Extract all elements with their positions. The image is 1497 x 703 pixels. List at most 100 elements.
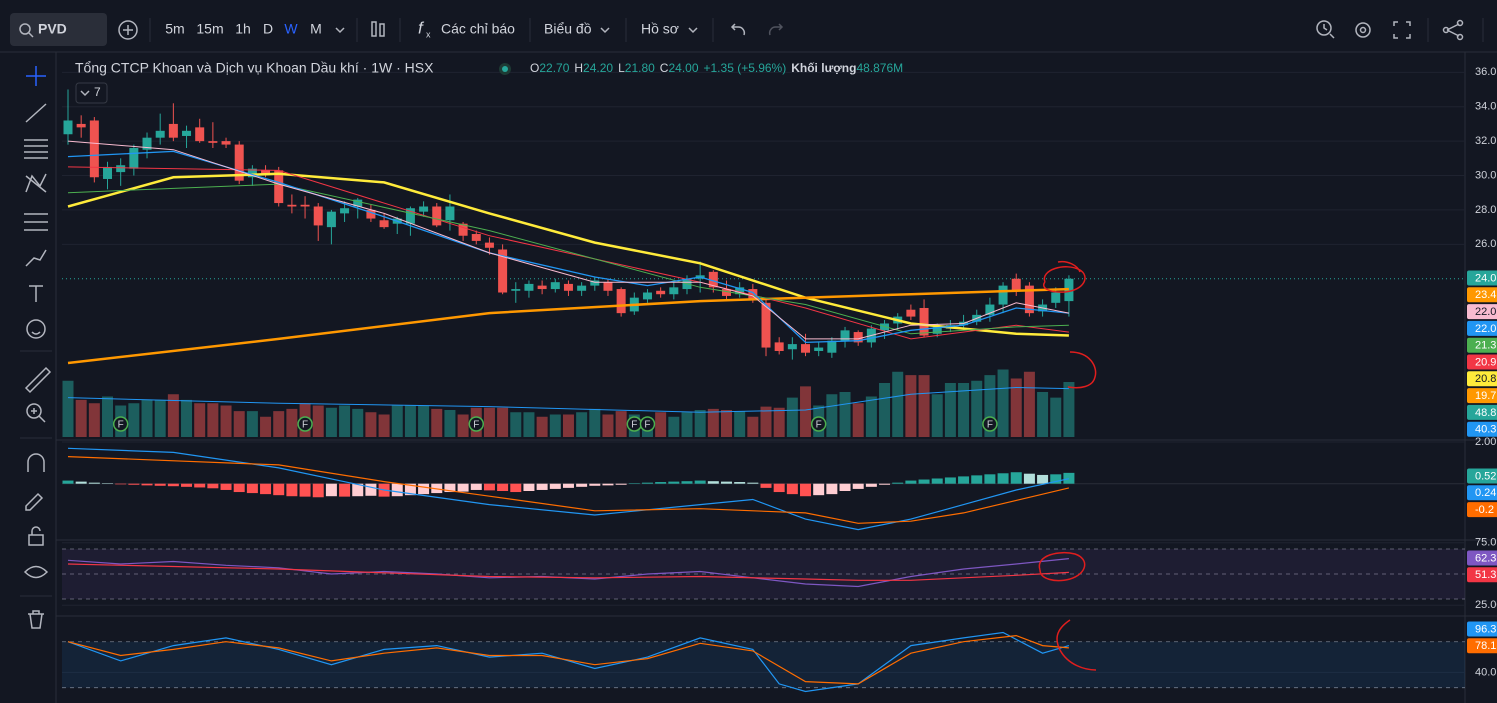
indicators-icon: x [426, 29, 431, 39]
lock-tool[interactable] [28, 534, 44, 546]
share-icon [1456, 33, 1464, 41]
volume-bar [312, 405, 324, 437]
hide-tool[interactable] [23, 565, 49, 579]
histogram-bar [602, 483, 614, 486]
text-tool[interactable] [29, 285, 43, 302]
price-badge-label: -0.2 [1475, 504, 1494, 516]
trendline-tool[interactable] [25, 103, 47, 123]
interval-button[interactable]: M [310, 21, 322, 37]
event-label: F [987, 420, 993, 431]
candle-body [458, 223, 468, 236]
volume-bar [246, 411, 258, 437]
histogram-bar [852, 483, 864, 489]
indicator-toggle[interactable] [75, 82, 108, 104]
volume-bar [102, 396, 114, 437]
volume-bar [391, 405, 403, 437]
candle-body [722, 289, 731, 296]
price-badge-label: 23.4 [1475, 289, 1496, 301]
fib-tool[interactable] [24, 139, 48, 159]
candle-body [366, 209, 376, 219]
indicator-line [67, 166, 1069, 340]
histogram-bar [1050, 474, 1062, 484]
emoji-tool[interactable] [26, 319, 46, 339]
delete-tool[interactable] [28, 610, 44, 629]
annotation-circle [1038, 551, 1086, 582]
price-badge-label: 21.3 [1475, 340, 1496, 352]
indicators-button[interactable]: Các chỉ báo [441, 21, 515, 37]
undo-button[interactable] [730, 23, 746, 36]
event-marker [810, 416, 827, 432]
interval-button[interactable]: W [284, 21, 298, 37]
interval-button[interactable]: D [263, 21, 273, 37]
chart-button[interactable]: Biểu đồ [544, 21, 592, 37]
volume-bar [1063, 382, 1075, 437]
histogram-bar [694, 480, 706, 484]
histogram-bar [628, 483, 640, 484]
ohlc-value: 22.70 [539, 61, 569, 75]
price-badge-label: 40.3 [1475, 424, 1496, 436]
chart-type-button[interactable] [371, 21, 385, 37]
symbol[interactable]: PVD [38, 21, 67, 37]
candle-body [774, 342, 784, 351]
pattern-tool[interactable] [25, 173, 47, 193]
top-toolbar: PVD 5m 15m 1h D W M f x Các chỉ báo Biểu đồ H… [0, 0, 1497, 53]
fullscreen-button[interactable] [1393, 21, 1411, 39]
histogram-bar [75, 481, 87, 484]
search-icon [19, 23, 31, 35]
ruler-tool[interactable] [24, 366, 52, 394]
event-marker [297, 416, 313, 432]
candle-body [116, 165, 126, 173]
candle-body [484, 242, 494, 248]
volume-bar [734, 411, 746, 437]
profile-button[interactable]: Hồ sơ [641, 21, 679, 37]
crosshair-tool[interactable] [26, 66, 46, 86]
volume-bar [365, 412, 377, 437]
settings-button[interactable] [1355, 22, 1371, 38]
compare-button[interactable] [118, 20, 138, 40]
candle-body [550, 282, 560, 290]
brush-tool[interactable] [25, 249, 47, 267]
volume-bar [167, 394, 179, 437]
price-badge [1467, 468, 1497, 484]
indicator-line [67, 386, 1069, 413]
redo-button[interactable] [768, 23, 784, 36]
volume-bar [668, 416, 680, 437]
candle-body [735, 287, 745, 295]
candle-body [787, 344, 797, 350]
volume-bar [154, 399, 166, 437]
histogram-bar [681, 481, 693, 484]
candle-body [168, 123, 178, 138]
histogram-bar [826, 483, 838, 495]
projection-tool[interactable] [24, 213, 48, 231]
y-tick-label: 30.0 [1475, 169, 1496, 181]
price-badge [1467, 404, 1497, 420]
zoom-tool[interactable] [26, 403, 42, 419]
interval-button[interactable]: 5m [165, 21, 184, 37]
interval-button[interactable]: 15m [196, 21, 223, 37]
volume-bar [747, 416, 759, 437]
interval-button[interactable]: 1h [235, 21, 251, 37]
histogram-bar [536, 483, 548, 490]
candle-body [919, 307, 929, 336]
volume-bar [971, 380, 983, 437]
volume-bar [997, 369, 1009, 437]
histogram-bar [865, 483, 877, 487]
histogram-bar [62, 480, 74, 484]
symbol-search[interactable] [10, 13, 107, 46]
volume-bar [75, 399, 87, 437]
drawing-lock-tool[interactable] [25, 492, 44, 511]
magnet-tool[interactable] [27, 453, 45, 472]
interval-dropdown[interactable] [335, 27, 345, 34]
volume-bar [984, 375, 996, 437]
candle-body [103, 166, 113, 179]
price-badge [1467, 304, 1497, 320]
volume-bar [233, 411, 245, 437]
volume-bar [615, 411, 627, 437]
alert-button[interactable] [1316, 20, 1332, 36]
histogram-bar [971, 475, 983, 484]
indicator-count: 7 [94, 85, 101, 99]
volume-bar [128, 403, 140, 437]
change: +1.35 (+5.96%) [704, 61, 787, 75]
price-badge-label: 0.24 [1475, 487, 1496, 499]
